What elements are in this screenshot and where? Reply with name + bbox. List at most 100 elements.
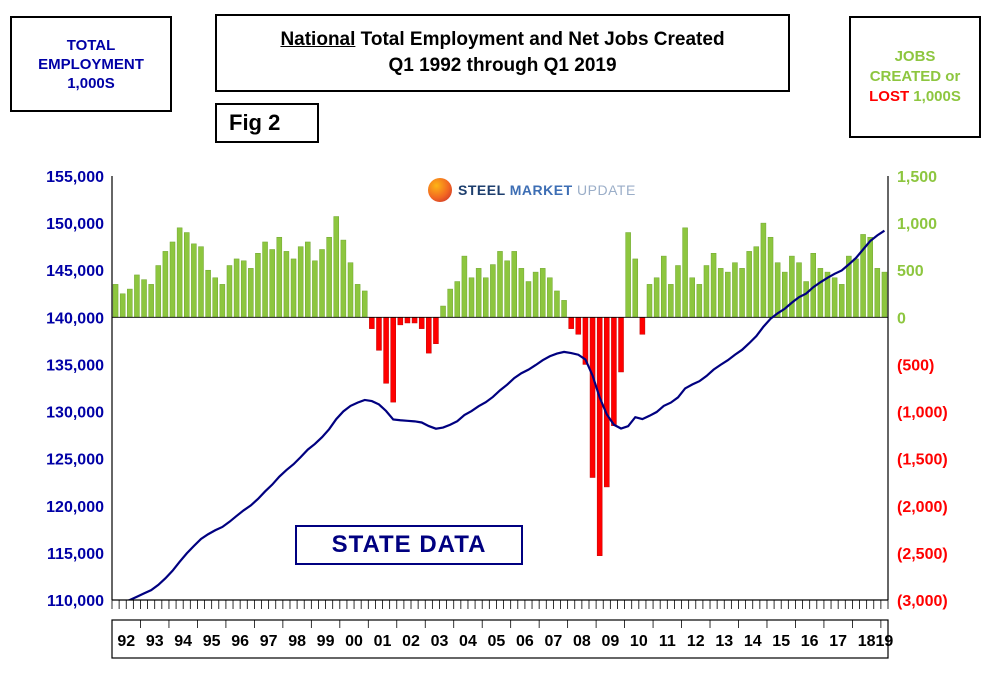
title-rest: Total Employment and Net Jobs Created	[355, 29, 725, 50]
jobs-bar	[682, 227, 688, 318]
jobs-bar	[874, 268, 881, 318]
jobs-bar	[248, 268, 254, 318]
jobs-bar	[739, 268, 745, 318]
logo-word-update: UPDATE	[577, 182, 636, 198]
jobs-bar	[604, 317, 610, 488]
year-label: 10	[630, 633, 648, 650]
right-axis-tick-label: (1,500)	[897, 452, 948, 469]
jobs-bar	[632, 258, 639, 318]
smu-globe-icon	[428, 178, 452, 202]
left-axis-tick-label: 155,000	[46, 169, 104, 186]
smu-logo: STEEL MARKET UPDATE	[428, 178, 636, 202]
jobs-bar	[475, 268, 482, 318]
jobs-bar	[539, 268, 546, 318]
jobs-bar	[554, 290, 560, 318]
jobs-bar	[468, 277, 475, 318]
left-axis-tick-label: 150,000	[46, 216, 104, 233]
jobs-bar	[760, 222, 767, 318]
jobs-bar	[184, 232, 190, 318]
jobs-bar	[525, 281, 532, 318]
year-label: 13	[715, 633, 733, 650]
jobs-bar	[134, 274, 140, 318]
jobs-bar	[547, 277, 553, 318]
year-label: 14	[744, 633, 762, 650]
jobs-bar	[148, 284, 154, 318]
jobs-bar	[746, 251, 752, 318]
state-data-label-box: STATE DATA	[295, 525, 523, 565]
jobs-bar	[817, 268, 824, 318]
year-label: 12	[687, 633, 705, 650]
jobs-bar	[518, 268, 525, 318]
year-label: 93	[146, 633, 164, 650]
year-label: 95	[203, 633, 221, 650]
year-label: 01	[374, 633, 392, 650]
year-label: 06	[516, 633, 534, 650]
jobs-bar	[753, 246, 760, 318]
jobs-bar	[853, 258, 859, 318]
year-label: 09	[601, 633, 619, 650]
jobs-bar	[675, 265, 681, 318]
jobs-bar	[596, 317, 603, 556]
jobs-bar	[831, 277, 838, 318]
jobs-bar	[867, 236, 873, 318]
jobs-bar	[240, 260, 247, 318]
year-strip	[111, 619, 889, 659]
right-axis-tick-label: 0	[897, 310, 906, 327]
jobs-bar	[347, 262, 354, 318]
right-axis-tick-label: 1,500	[897, 169, 937, 186]
jobs-bar	[710, 253, 717, 318]
right-axis-tick-label: (1,000)	[897, 405, 948, 422]
jobs-bar	[191, 243, 197, 318]
jobs-bar	[326, 236, 332, 318]
jobs-bar	[404, 317, 411, 324]
left-axis-tick-label: 115,000	[47, 546, 104, 563]
jobs-bar	[589, 317, 596, 478]
jobs-bar	[162, 251, 169, 318]
right-axis-tick-label: 500	[897, 263, 924, 280]
year-label: 07	[544, 633, 562, 650]
year-label: 92	[117, 633, 135, 650]
right-axis-tick-label: (2,000)	[897, 499, 948, 516]
jobs-bar	[490, 264, 496, 318]
jobs-bar	[653, 277, 660, 318]
logo-word-steel: STEEL	[458, 182, 506, 198]
year-label: 97	[260, 633, 278, 650]
jobs-bar	[305, 241, 311, 318]
jobs-bar	[176, 227, 183, 318]
after-lost-word: 1,000S	[909, 88, 961, 105]
jobs-bar	[141, 279, 147, 318]
jobs-bar	[212, 277, 218, 318]
jobs-bar	[276, 236, 283, 318]
jobs-bar	[618, 317, 624, 373]
jobs-bar	[390, 317, 396, 403]
year-label: 94	[174, 633, 192, 650]
jobs-bar	[198, 246, 204, 318]
right-axis-tick-label: 1,000	[897, 216, 937, 233]
jobs-bar	[717, 268, 724, 318]
jobs-bar	[383, 317, 389, 384]
right-axis-tick-label: (500)	[897, 357, 934, 374]
right-axis-tick-label: (2,500)	[897, 546, 948, 563]
left-axis-tick-label: 145,000	[46, 263, 104, 280]
jobs-bar	[767, 236, 774, 318]
jobs-bar	[440, 305, 446, 318]
jobs-bar	[219, 284, 226, 318]
year-label: 05	[488, 633, 506, 650]
jobs-bar	[312, 260, 318, 318]
jobs-bar	[354, 284, 361, 318]
jobs-bar	[483, 277, 489, 318]
jobs-bar	[646, 284, 653, 318]
jobs-bar	[376, 317, 382, 351]
title-underlined-word: National	[280, 29, 356, 50]
jobs-bar	[127, 288, 133, 318]
jobs-bar	[511, 251, 517, 318]
jobs-bar	[290, 258, 297, 318]
jobs-bar	[333, 216, 340, 318]
jobs-bar	[639, 317, 646, 335]
year-label: 00	[345, 633, 363, 650]
year-label: 16	[801, 633, 819, 650]
jobs-bar	[418, 317, 425, 329]
jobs-bar	[447, 288, 453, 318]
jobs-bar	[696, 284, 703, 318]
